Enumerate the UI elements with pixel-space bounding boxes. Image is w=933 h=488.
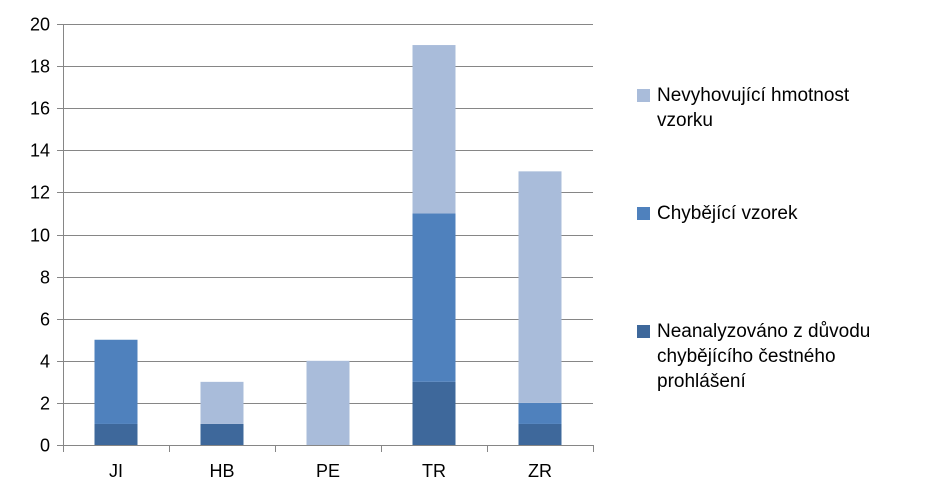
x-tick-label-hb: HB bbox=[209, 461, 234, 481]
bar-ji-series-1 bbox=[94, 339, 138, 424]
bar-ji-series-0 bbox=[94, 423, 138, 445]
y-tick-label: 16 bbox=[30, 99, 50, 119]
legend-swatch-0 bbox=[637, 325, 650, 338]
y-tick-label: 8 bbox=[40, 268, 50, 288]
y-tick-label: 6 bbox=[40, 310, 50, 330]
legend-label-0: prohlášení bbox=[657, 371, 746, 392]
legend-label-1: Chybějící vzorek bbox=[657, 203, 798, 224]
legend-label-0: chybějícího čestného bbox=[657, 346, 836, 367]
bar-tr-series-0 bbox=[412, 381, 456, 445]
bar-zr-series-0 bbox=[518, 423, 562, 445]
bar-zr-series-1 bbox=[518, 402, 562, 424]
bar-tr-series-2 bbox=[412, 45, 456, 214]
y-tick-label: 10 bbox=[30, 226, 50, 246]
legend-label-2: vzorku bbox=[657, 110, 713, 131]
y-tick-label: 12 bbox=[30, 183, 50, 203]
x-tick-label-ji: JI bbox=[109, 461, 123, 481]
x-tick-label-pe: PE bbox=[316, 461, 340, 481]
bar-hb-series-2 bbox=[200, 381, 244, 424]
y-tick-label: 18 bbox=[30, 57, 50, 77]
bar-hb-series-0 bbox=[200, 423, 244, 445]
y-tick-label: 0 bbox=[40, 436, 50, 456]
x-tick-label-zr: ZR bbox=[528, 461, 552, 481]
legend-swatch-2 bbox=[637, 89, 650, 102]
y-tick-label: 2 bbox=[40, 394, 50, 414]
legend-label-2: Nevyhovující hmotnost bbox=[657, 85, 850, 106]
y-tick-label: 4 bbox=[40, 352, 50, 372]
legend-label-0: Neanalyzováno z důvodu bbox=[657, 321, 870, 342]
legend-swatch-1 bbox=[637, 207, 650, 220]
bar-tr-series-1 bbox=[412, 213, 456, 382]
y-tick-label: 20 bbox=[30, 15, 50, 35]
bar-pe-series-2 bbox=[306, 360, 350, 445]
bar-zr-series-2 bbox=[518, 171, 562, 403]
y-tick-label: 14 bbox=[30, 141, 50, 161]
x-tick-label-tr: TR bbox=[422, 461, 446, 481]
